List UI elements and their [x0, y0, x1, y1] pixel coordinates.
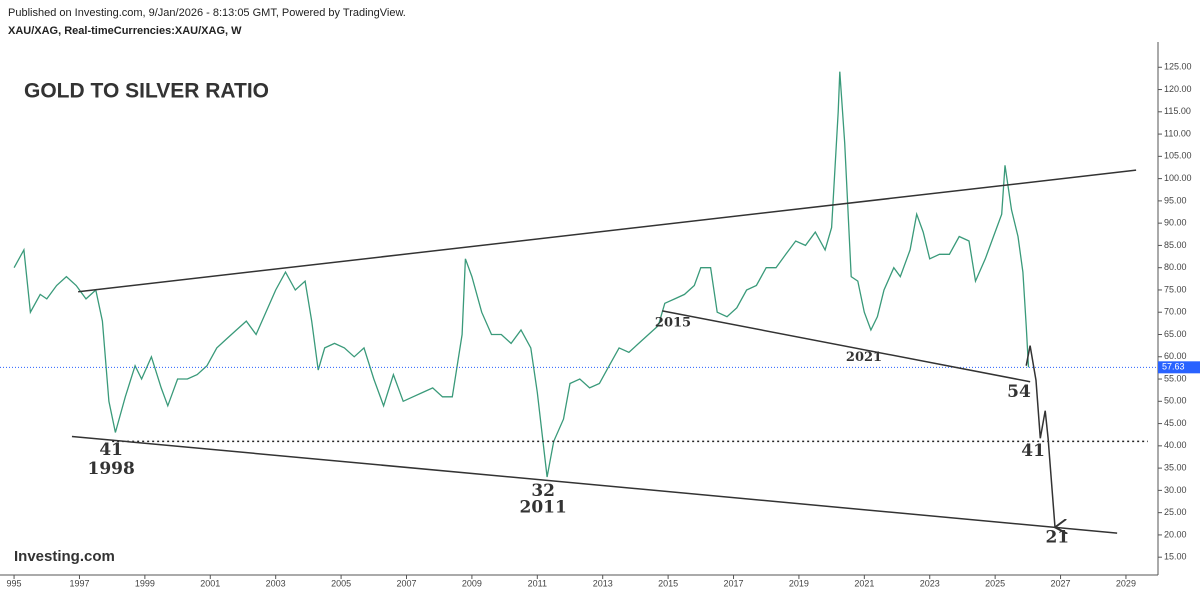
y-tick-label: 20.00	[1164, 529, 1187, 539]
x-tick-label: 2025	[985, 578, 1005, 588]
logo: Investing.com	[14, 548, 115, 565]
last-price-box	[1158, 361, 1200, 374]
x-tick-label: 2027	[1051, 578, 1071, 588]
x-tick-label: 2015	[658, 578, 678, 588]
x-tick-label: 1999	[135, 578, 155, 588]
y-tick-label: 105.00	[1164, 151, 1192, 161]
annotation: 41	[1021, 441, 1045, 461]
y-tick-label: 125.00	[1164, 62, 1192, 72]
annotation: 32	[531, 481, 555, 501]
y-tick-label: 55.00	[1164, 373, 1187, 383]
annotation: 2021	[846, 350, 882, 365]
y-tick-label: 65.00	[1164, 329, 1187, 339]
symbol: XAU/XAG, Real-timeCurrencies:XAU/XAG, W	[8, 25, 242, 37]
y-tick-label: 100.00	[1164, 173, 1192, 183]
y-tick-label: 60.00	[1164, 351, 1187, 361]
x-tick-label: 2003	[266, 578, 286, 588]
x-tick-label: 2001	[200, 578, 220, 588]
y-tick-label: 40.00	[1164, 440, 1187, 450]
y-tick-label: 35.00	[1164, 462, 1187, 472]
y-tick-label: 45.00	[1164, 418, 1187, 428]
last-price-label: 57.63	[1162, 362, 1185, 372]
x-tick-label: 2023	[920, 578, 940, 588]
x-tick-label: 995	[7, 578, 22, 588]
y-tick-label: 80.00	[1164, 262, 1187, 272]
x-tick-label: 2007	[396, 578, 416, 588]
y-tick-label: 25.00	[1164, 507, 1187, 517]
y-tick-label: 115.00	[1164, 106, 1191, 116]
x-tick-label: 2005	[331, 578, 351, 588]
annotation: 41	[99, 440, 123, 460]
price-line	[13, 71, 1030, 478]
annotation: 1998	[88, 459, 135, 479]
y-tick-label: 70.00	[1164, 307, 1187, 317]
published: Published on Investing.com, 9/Jan/2026 -…	[8, 7, 406, 19]
x-tick-label: 2017	[724, 578, 744, 588]
x-tick-label: 2009	[462, 578, 482, 588]
annotation: 2015	[655, 315, 691, 330]
x-tick-label: 2013	[593, 578, 613, 588]
annotation: 21	[1045, 528, 1069, 548]
y-tick-label: 15.00	[1164, 552, 1187, 562]
annotation: 54	[1007, 382, 1031, 402]
y-tick-label: 120.00	[1164, 84, 1192, 94]
x-tick-label: 2021	[854, 578, 874, 588]
x-tick-label: 2029	[1116, 578, 1136, 588]
y-tick-label: 85.00	[1164, 240, 1187, 250]
x-tick-label: 2011	[528, 578, 547, 588]
trendline	[78, 169, 1137, 293]
x-tick-label: 1997	[69, 578, 89, 588]
y-tick-label: 30.00	[1164, 485, 1187, 495]
y-tick-label: 75.00	[1164, 284, 1187, 294]
x-tick-label: 2019	[789, 578, 809, 588]
y-tick-label: 90.00	[1164, 218, 1187, 228]
trendline	[662, 310, 1031, 383]
y-tick-label: 50.00	[1164, 396, 1187, 406]
trendline	[71, 435, 1118, 534]
annotation: 2011	[520, 498, 567, 518]
chart-title: GOLD TO SILVER RATIO	[24, 80, 269, 103]
projection	[1025, 345, 1055, 528]
y-tick-label: 95.00	[1164, 195, 1187, 205]
y-tick-label: 110.00	[1164, 128, 1191, 138]
